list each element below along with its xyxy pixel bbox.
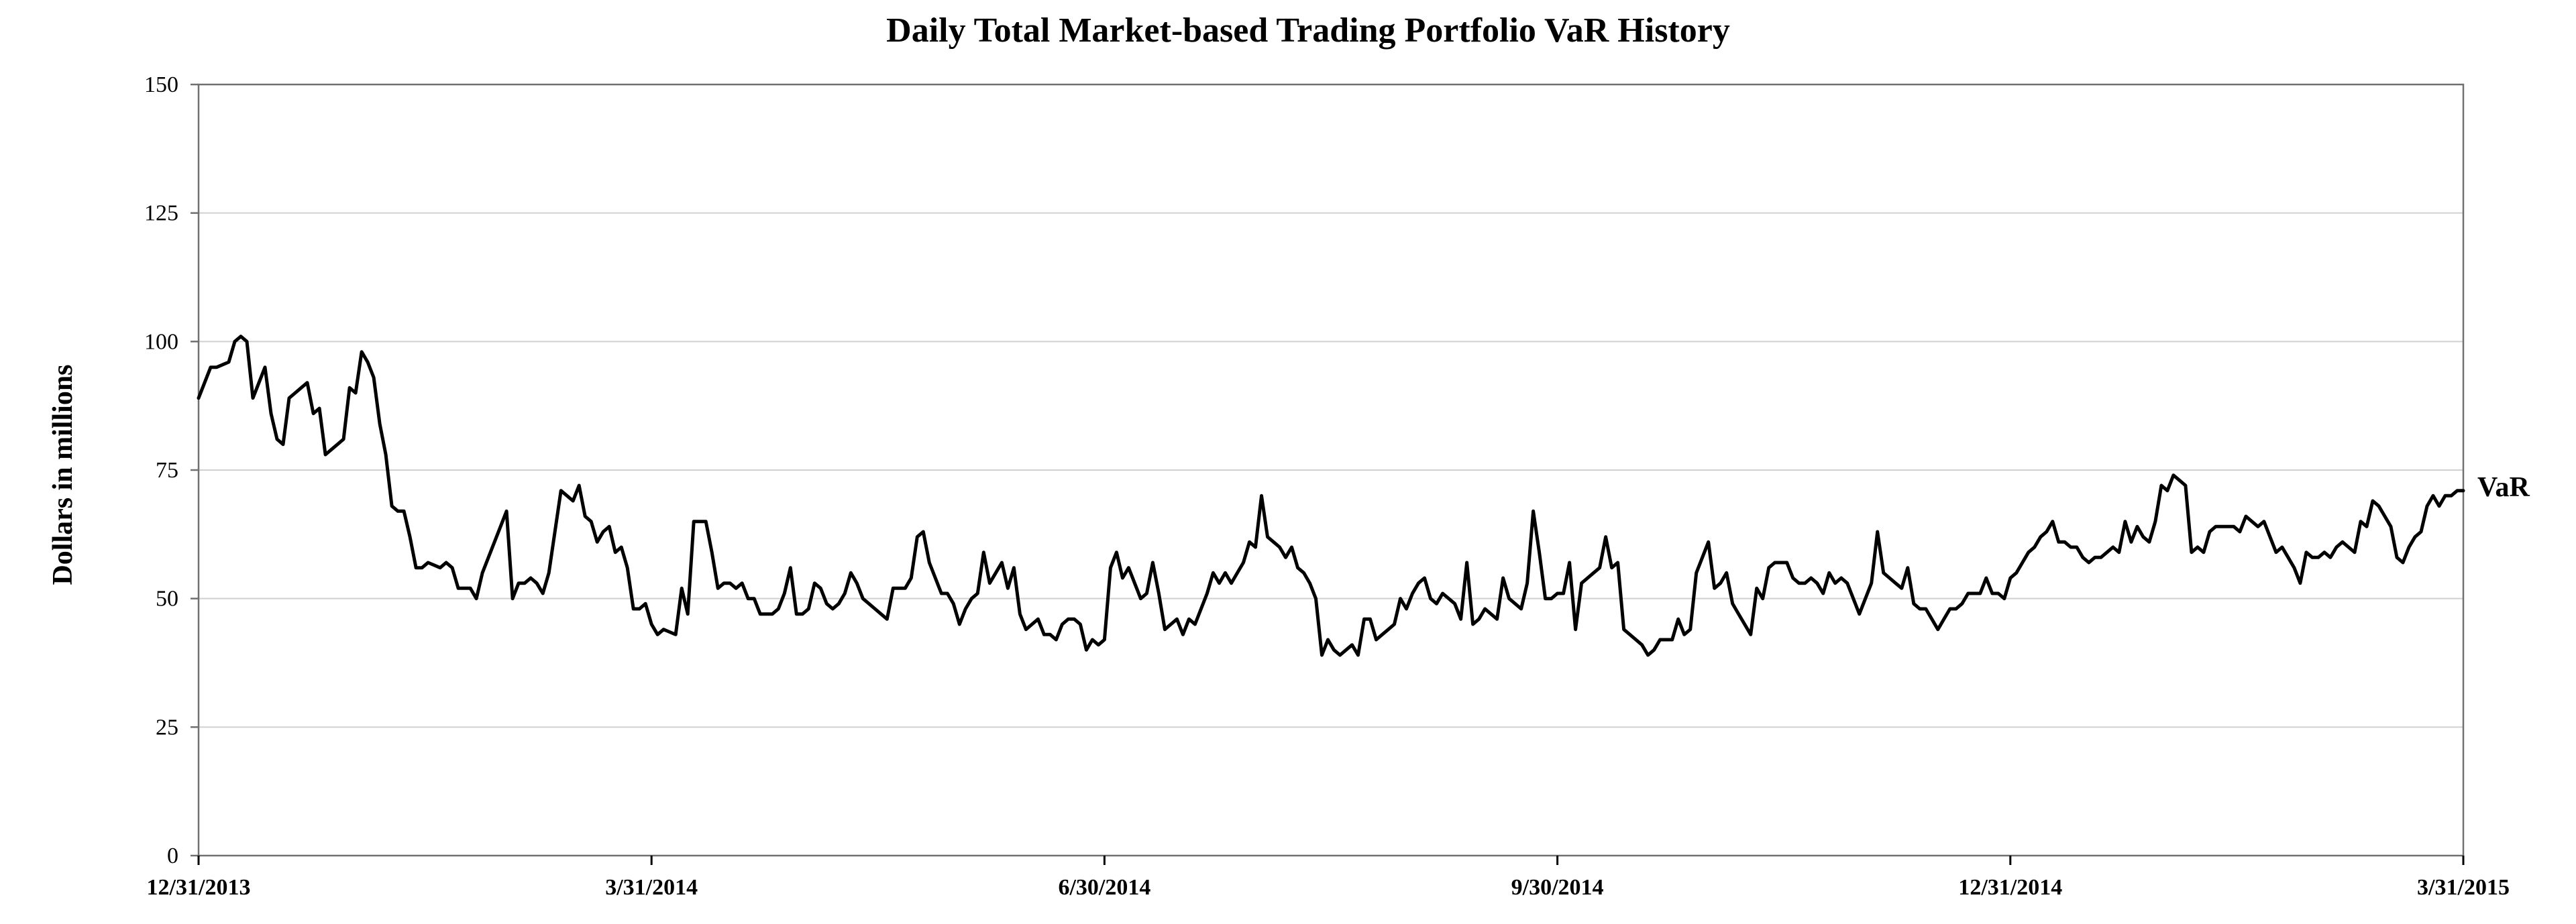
x-tick-label: 3/31/2015	[2417, 875, 2510, 900]
series-line-var	[197, 335, 2465, 657]
series-label-var: VaR	[2477, 472, 2530, 503]
chart-title: Daily Total Market-based Trading Portfol…	[886, 11, 1730, 50]
y-tick-labels: 0 25 50 75 100 125 150	[144, 72, 178, 868]
y-tick-label: 25	[156, 715, 178, 740]
y-axis-label: Dollars in millions	[48, 364, 78, 585]
x-tick-label: 9/30/2014	[1511, 875, 1604, 900]
y-tick-label: 75	[156, 458, 178, 483]
x-tick-label: 12/31/2014	[1958, 875, 2062, 900]
x-tick-label: 3/31/2014	[605, 875, 698, 900]
x-tick-labels: 12/31/2013 3/31/2014 6/30/2014 9/30/2014 12/…	[147, 875, 2510, 900]
y-tick-label: 0	[167, 844, 178, 868]
grid	[199, 212, 2463, 728]
axes	[191, 83, 2465, 865]
x-tick-label: 12/31/2013	[147, 875, 251, 900]
y-tick-label: 100	[144, 329, 178, 354]
y-tick-label: 125	[144, 201, 178, 226]
y-tick-label: 150	[144, 72, 178, 97]
y-tick-label: 50	[156, 587, 178, 612]
series-group	[197, 335, 2465, 657]
x-tick-label: 6/30/2014	[1058, 875, 1150, 900]
